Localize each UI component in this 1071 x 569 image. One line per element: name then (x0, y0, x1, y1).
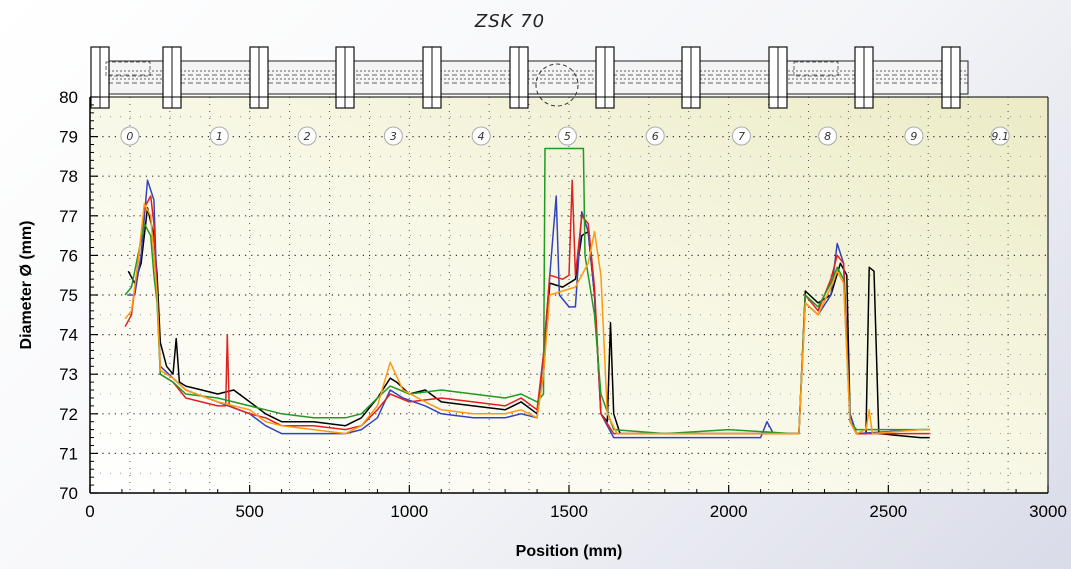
y-tick-label: 74 (59, 326, 78, 345)
series-line-5 (124, 203, 930, 435)
y-tick-label: 76 (59, 246, 78, 265)
x-tick-label: 1000 (390, 502, 428, 521)
y-tick-label: 72 (59, 405, 78, 424)
x-tick-label: 0 (85, 502, 94, 521)
chart-title: ZSK 70 (474, 11, 545, 32)
zone-label-circle (731, 126, 751, 146)
zone-label-circle (990, 126, 1010, 146)
zone-label: 7 (738, 130, 745, 143)
vent-port (793, 61, 839, 77)
x-tick-label: 1500 (550, 502, 588, 521)
y-tick-label: 80 (59, 88, 78, 107)
series-line-4 (124, 147, 930, 435)
y-axis-title: Diameter Ø (mm) (18, 221, 35, 350)
zone-label: 3 (390, 130, 397, 143)
y-tick-label: 79 (59, 128, 78, 147)
zone-label-circle (120, 126, 140, 146)
data-series (124, 147, 930, 439)
zone-label-circle (471, 126, 491, 146)
y-tick-label: 77 (59, 207, 78, 226)
y-tick-label: 70 (59, 484, 78, 503)
feed-port (105, 61, 151, 77)
zone-label: 9.1 (991, 130, 1009, 143)
series-line-1 (127, 207, 930, 439)
x-axis-title: Position (mm) (516, 543, 623, 560)
y-tick-label: 78 (59, 167, 78, 186)
x-tick-label: 2500 (869, 502, 907, 521)
x-tick-label: 500 (235, 502, 263, 521)
extruder-barrel-diagram (90, 46, 969, 109)
side-feeder-port (535, 63, 579, 107)
y-tick-label: 73 (59, 365, 78, 384)
zone-label: 0 (126, 130, 133, 143)
zone-label: 2 (304, 130, 311, 143)
y-axis-ticks: 70 71 72 73 74 75 76 77 78 79 80 (59, 88, 98, 503)
x-tick-label: 3000 (1029, 502, 1067, 521)
zone-label: 9 (910, 130, 917, 143)
zone-label: 1 (216, 130, 223, 143)
zone-label: 8 (824, 130, 831, 143)
zone-label: 4 (478, 130, 485, 143)
y-tick-label: 75 (59, 286, 78, 305)
barrel-body (99, 60, 969, 95)
zone-label-circle (557, 126, 577, 146)
zone-labels: 0 1 2 3 4 5 6 7 8 9 9.1 (120, 126, 1010, 146)
zone-label: 5 (564, 130, 571, 143)
zone-label: 6 (652, 130, 659, 143)
x-axis-ticks: 0 500 1000 1500 2000 2500 3000 (85, 485, 1067, 521)
zone-label-circle (904, 126, 924, 146)
zone-label-circle (383, 126, 403, 146)
zone-label-circle (209, 126, 229, 146)
zone-label-circle (818, 126, 838, 146)
x-tick-label: 2000 (710, 502, 748, 521)
zone-label-circle (297, 126, 317, 146)
zone-label-circle (645, 126, 665, 146)
y-tick-label: 71 (59, 444, 78, 463)
